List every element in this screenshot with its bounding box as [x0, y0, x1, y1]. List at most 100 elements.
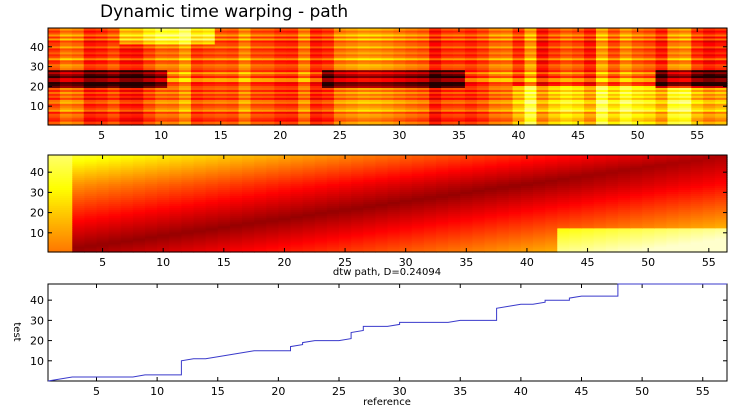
heatmap-cell — [108, 229, 122, 233]
heatmap-cell — [169, 183, 182, 186]
heatmap-cell — [254, 231, 267, 235]
heatmap-cell — [524, 107, 538, 110]
heatmap-cell — [533, 201, 546, 205]
heatmap-cell — [584, 31, 597, 35]
heatmap-cell — [496, 229, 510, 233]
heatmap-cell — [642, 189, 655, 192]
heatmap-cell — [691, 95, 704, 98]
heatmap-cell — [654, 183, 667, 186]
heatmap-cell — [96, 173, 110, 176]
heatmap-cell — [460, 179, 473, 182]
heatmap-cell — [691, 107, 704, 110]
heatmap-cell — [179, 79, 192, 83]
heatmap-cell — [107, 91, 121, 94]
heatmap-cell — [631, 35, 645, 39]
heatmap-cell — [533, 231, 546, 235]
heatmap-cell — [476, 95, 490, 98]
heatmap-cell — [619, 121, 633, 124]
heatmap-cell — [607, 79, 621, 83]
heatmap-cell — [262, 113, 275, 116]
heatmap-cell — [179, 71, 192, 75]
heatmap-cell — [533, 237, 546, 241]
heatmap-cell — [179, 31, 192, 35]
heatmap-cell — [290, 219, 304, 223]
heatmap-cell — [533, 195, 546, 199]
heatmap-cell — [95, 61, 109, 65]
heatmap-cell — [48, 107, 61, 110]
heatmap-cell — [436, 227, 449, 231]
heatmap-cell — [666, 177, 680, 180]
heatmap-cell — [84, 197, 98, 201]
heatmap-cell — [108, 237, 122, 241]
heatmap-cell — [226, 51, 240, 55]
heatmap-cell — [143, 107, 156, 110]
heatmap-cell — [667, 63, 680, 67]
heatmap-cell — [84, 221, 98, 225]
heatmap-cell — [48, 79, 61, 83]
heatmap-cell — [654, 175, 667, 178]
heatmap-cell — [157, 203, 170, 207]
heatmap-cell — [607, 39, 621, 43]
heatmap-cell — [59, 119, 73, 122]
heatmap-cell — [145, 191, 158, 194]
heatmap-cell — [107, 85, 121, 88]
heatmap-cell — [667, 75, 680, 79]
heatmap-cell — [524, 87, 538, 90]
heatmap-cell — [411, 227, 425, 231]
heatmap-cell — [464, 43, 478, 47]
heatmap-cell — [326, 219, 340, 223]
heatmap-cell — [460, 199, 473, 203]
heatmap-cell — [679, 91, 692, 94]
heatmap-cell — [405, 47, 418, 51]
heatmap-cell — [453, 51, 466, 55]
heatmap-cell — [107, 63, 121, 67]
heatmap-cell — [95, 89, 109, 92]
heatmap-cell — [500, 85, 514, 88]
heatmap-cell — [250, 83, 264, 87]
heatmap-cell — [557, 219, 570, 223]
heatmap-cell — [508, 207, 522, 211]
heatmap-cell — [654, 191, 667, 194]
heatmap-cell — [545, 229, 558, 233]
heatmap-cell — [464, 107, 478, 110]
heatmap-cell — [500, 55, 514, 59]
heatmap-cell — [667, 67, 680, 71]
heatmap-cell — [429, 35, 442, 39]
heatmap-cell — [484, 201, 498, 205]
heatmap-cell — [691, 41, 704, 45]
heatmap-cell — [369, 57, 383, 61]
heatmap-cell — [193, 203, 207, 207]
heatmap-cell — [119, 55, 132, 59]
heatmap-cell — [464, 73, 478, 77]
heatmap-cell — [190, 75, 204, 79]
heatmap-cell — [512, 37, 526, 41]
heatmap-cell — [441, 37, 454, 41]
heatmap-cell — [691, 111, 704, 114]
heatmap-cell — [314, 205, 328, 209]
heatmap-cell — [417, 67, 430, 71]
heatmap-cell — [95, 39, 109, 43]
heatmap-cell — [393, 109, 406, 112]
heatmap-cell — [357, 103, 371, 106]
heatmap-cell — [691, 91, 704, 94]
heatmap-cell — [524, 117, 538, 120]
heatmap-cell — [145, 241, 158, 245]
heatmap-cell — [520, 231, 534, 235]
heatmap-cell — [393, 85, 406, 88]
heatmap-cell — [108, 205, 122, 209]
heatmap-cell — [254, 227, 267, 231]
heatmap-cell — [667, 77, 680, 81]
heatmap-cell — [286, 71, 299, 75]
heatmap-cell — [381, 119, 395, 122]
heatmap-cell — [157, 241, 170, 245]
heatmap-cell — [584, 93, 597, 96]
heatmap-cell — [581, 205, 595, 209]
heatmap-cell — [274, 65, 287, 69]
heatmap-cell — [278, 181, 292, 184]
heatmap-cell — [496, 243, 510, 247]
heatmap-cell — [690, 229, 704, 233]
heatmap-cell — [536, 103, 549, 106]
heatmap-cell — [572, 73, 585, 77]
heatmap-cell — [131, 101, 144, 104]
